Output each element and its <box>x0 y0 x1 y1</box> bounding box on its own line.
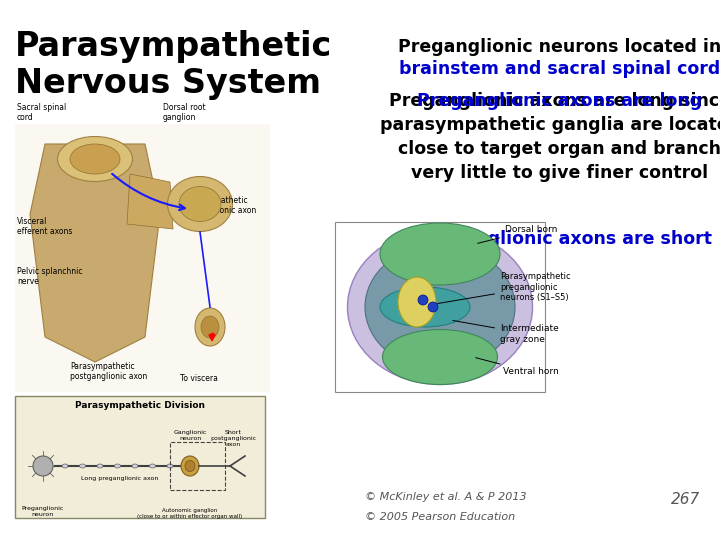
Text: 267: 267 <box>671 492 700 507</box>
Text: Parasympathetic
Nervous System: Parasympathetic Nervous System <box>15 30 332 100</box>
Text: Parasympathetic
preganglionic axon: Parasympathetic preganglionic axon <box>183 196 256 215</box>
Ellipse shape <box>181 456 199 476</box>
Circle shape <box>33 456 53 476</box>
Ellipse shape <box>348 230 533 384</box>
Polygon shape <box>30 144 160 362</box>
Ellipse shape <box>58 137 132 181</box>
Text: To viscera: To viscera <box>180 374 218 383</box>
Text: Ganglionic
neuron: Ganglionic neuron <box>174 430 207 441</box>
Ellipse shape <box>398 277 436 327</box>
Text: Postganglionic axons are short: Postganglionic axons are short <box>408 230 712 248</box>
FancyBboxPatch shape <box>335 222 545 392</box>
Ellipse shape <box>380 223 500 285</box>
Circle shape <box>418 295 428 305</box>
Ellipse shape <box>185 461 195 471</box>
Text: Parasympathetic Division: Parasympathetic Division <box>75 401 205 410</box>
Ellipse shape <box>114 464 120 468</box>
Text: Preganglionic
neuron: Preganglionic neuron <box>22 506 64 517</box>
Text: parasympathetic ganglia are located: parasympathetic ganglia are located <box>379 116 720 134</box>
Text: brainstem and sacral spinal cord: brainstem and sacral spinal cord <box>400 60 720 78</box>
Text: very little to give finer control: very little to give finer control <box>411 164 708 182</box>
Ellipse shape <box>201 316 219 338</box>
Text: Parasympathetic
postganglionic axon: Parasympathetic postganglionic axon <box>70 362 148 381</box>
Text: © McKinley et al. A & P 2013: © McKinley et al. A & P 2013 <box>365 492 526 502</box>
Text: Intermediate
gray zone: Intermediate gray zone <box>453 320 559 343</box>
Text: Sacral spinal
cord: Sacral spinal cord <box>17 103 66 122</box>
Ellipse shape <box>167 464 173 468</box>
Text: Short
postganglionic
axon: Short postganglionic axon <box>210 430 256 447</box>
Text: Preganglionic axons are long: Preganglionic axons are long <box>418 92 703 110</box>
Ellipse shape <box>365 245 515 369</box>
Text: Pelvic splanchnic
nerve: Pelvic splanchnic nerve <box>17 267 83 286</box>
Ellipse shape <box>179 186 221 221</box>
Text: Dorsal root
ganglion: Dorsal root ganglion <box>163 103 206 122</box>
FancyBboxPatch shape <box>15 124 270 392</box>
Circle shape <box>428 302 438 312</box>
Text: Visceral
efferent axons: Visceral efferent axons <box>17 217 73 237</box>
Ellipse shape <box>62 464 68 468</box>
Ellipse shape <box>79 464 86 468</box>
Text: close to target organ and branch: close to target organ and branch <box>398 140 720 158</box>
Text: Parasympathetic
preganglionic
neurons (S1–S5): Parasympathetic preganglionic neurons (S… <box>438 272 571 303</box>
Ellipse shape <box>195 308 225 346</box>
Ellipse shape <box>150 464 156 468</box>
Text: Ventral horn: Ventral horn <box>476 357 559 376</box>
Polygon shape <box>127 174 173 229</box>
Ellipse shape <box>132 464 138 468</box>
Ellipse shape <box>382 329 498 384</box>
FancyBboxPatch shape <box>15 396 265 518</box>
Ellipse shape <box>97 464 103 468</box>
Ellipse shape <box>380 287 470 327</box>
Text: Preganglionic neurons located in: Preganglionic neurons located in <box>398 38 720 56</box>
Ellipse shape <box>168 177 233 232</box>
Ellipse shape <box>70 144 120 174</box>
Text: Autonomic ganglion
(close to or within effector organ wall): Autonomic ganglion (close to or within e… <box>138 508 243 519</box>
Text: Long preganglionic axon: Long preganglionic axon <box>81 476 158 481</box>
Text: © 2005 Pearson Education: © 2005 Pearson Education <box>365 512 515 522</box>
Text: Preganglionic axons are long since: Preganglionic axons are long since <box>389 92 720 110</box>
Text: Dorsal horn: Dorsal horn <box>477 226 557 244</box>
